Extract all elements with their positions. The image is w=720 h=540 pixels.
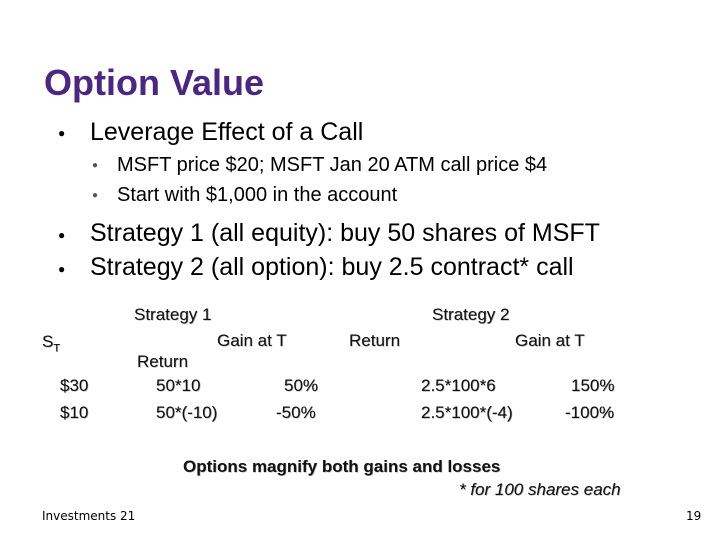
table-row-st: $30 <box>60 376 89 395</box>
table-row-s2-return: -100% <box>565 403 615 422</box>
footnote: * for 100 shares each <box>459 480 621 499</box>
table-row-s1-gain: 50*10 <box>156 376 201 395</box>
table-row-s1-return: 50% <box>284 376 319 395</box>
footer-course: Investments 21 <box>42 509 136 523</box>
slide-title: Option Value <box>44 62 265 103</box>
bullet-dot-icon: ● <box>58 126 66 140</box>
return-header-s2: Return <box>349 331 401 350</box>
sub-bullet-price: MSFT price $20; MSFT Jan 20 ATM call pri… <box>117 154 548 176</box>
table-row-s2-gain: 2.5*100*6 <box>421 376 496 395</box>
st-label: ST <box>42 332 61 355</box>
bullet-dot-icon: ● <box>58 228 66 242</box>
table-row-s2-return: 150% <box>571 376 615 395</box>
table-row-st: $10 <box>60 403 89 422</box>
table-row-s1-gain: 50*(-10) <box>156 403 218 422</box>
conclusion-text: Options magnify both gains and losses <box>183 457 501 476</box>
page-number: 19 <box>686 509 702 523</box>
bullet-leverage: Leverage Effect of a Call <box>90 118 364 146</box>
table-row-s2-gain: 2.5*100*(-4) <box>421 403 513 422</box>
table-row-s1-return: -50% <box>276 403 316 422</box>
sub-bullet-dot-icon: ● <box>92 160 99 171</box>
bullet-dot-icon: ● <box>58 262 66 276</box>
bullet-strategy1: Strategy 1 (all equity): buy 50 shares o… <box>90 219 600 247</box>
gain-header-s1: Gain at T <box>217 331 287 350</box>
strategy1-header: Strategy 1 <box>134 305 212 324</box>
sub-bullet-dot-icon: ● <box>92 190 99 201</box>
sub-bullet-account: Start with $1,000 in the account <box>117 184 398 206</box>
return-header-s1: Return <box>137 352 189 371</box>
bullet-strategy2: Strategy 2 (all option): buy 2.5 contrac… <box>90 253 574 281</box>
gain-header-s2: Gain at T <box>515 331 585 350</box>
strategy2-header: Strategy 2 <box>432 305 510 324</box>
